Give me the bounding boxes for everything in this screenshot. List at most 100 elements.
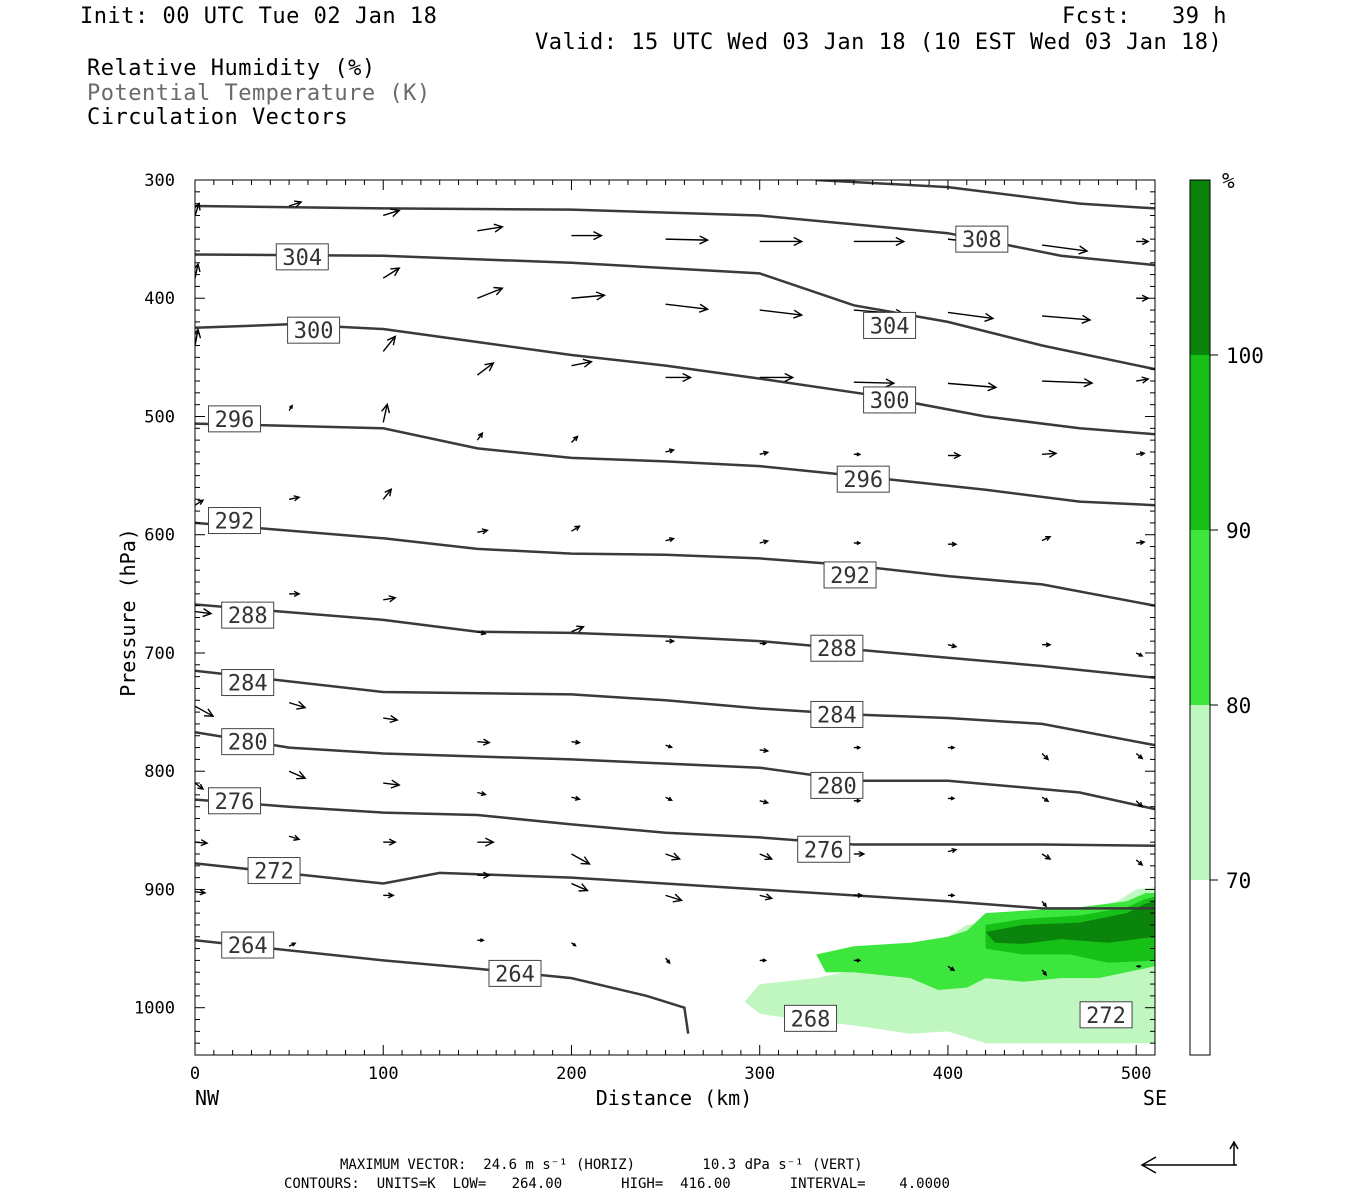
circulation-vector (476, 362, 495, 376)
circulation-vector (759, 372, 795, 383)
circulation-vector (947, 643, 958, 649)
circulation-vector (383, 208, 401, 218)
theta-label-text: 300 (294, 319, 334, 344)
circulation-vector (853, 540, 862, 546)
direction-label-left: NW (195, 1086, 220, 1110)
circulation-vector (1042, 642, 1052, 648)
theta-label-292: 292 (208, 507, 262, 535)
colorbar-segment (1190, 530, 1210, 705)
forecast-hour: Fcst: 39 h (1062, 4, 1227, 29)
circulation-vector (759, 309, 804, 319)
theta-label-text: 280 (817, 774, 857, 799)
circulation-vector (1041, 535, 1052, 542)
circulation-vector (477, 286, 504, 299)
circulation-vector (288, 834, 301, 841)
circulation-vector (476, 431, 484, 441)
circulation-vector (759, 539, 770, 545)
theta-label-text: 272 (1086, 1004, 1126, 1029)
theta-label-text: 276 (215, 790, 255, 815)
theta-label-296: 296 (208, 405, 262, 433)
theta-contour-280 (195, 669, 1155, 747)
circulation-vector (1041, 752, 1050, 761)
theta-contour-300 (195, 253, 1155, 371)
theta-label-288: 288 (810, 634, 864, 662)
circulation-vector (1042, 449, 1058, 458)
circulation-vector (195, 608, 213, 618)
direction-label-right: SE (1143, 1086, 1167, 1110)
circulation-vector (853, 958, 862, 963)
circulation-vector (571, 625, 585, 633)
colorbar-label: 90 (1226, 519, 1251, 543)
circulation-vector (759, 893, 774, 901)
circulation-vector (571, 230, 604, 241)
circulation-vector (759, 641, 768, 646)
circulation-vector (288, 404, 293, 411)
theta-contour-308 (816, 180, 1155, 210)
circulation-vector (195, 782, 205, 790)
theta-contour-268 (195, 862, 1155, 910)
circulation-vector (853, 378, 896, 388)
circulation-vector (477, 790, 487, 797)
y-tick-label: 400 (144, 289, 175, 309)
circulation-vector (195, 705, 215, 717)
circulation-vector (288, 200, 303, 208)
circulation-vector (382, 335, 397, 352)
circulation-vector (382, 267, 401, 279)
circulation-vector (1136, 964, 1142, 968)
circulation-vector (759, 450, 770, 456)
theta-label-text: 292 (830, 564, 870, 589)
circulation-vector (947, 965, 956, 972)
theta-label-text: 272 (254, 860, 294, 885)
circulation-vector (665, 448, 676, 454)
circulation-vector (383, 714, 399, 724)
circulation-vector (477, 528, 489, 535)
y-tick-label: 700 (144, 644, 175, 664)
colorbar-segment (1190, 180, 1210, 355)
theta-contour-276 (195, 730, 1155, 811)
x-tick-label: 0 (190, 1064, 200, 1084)
circulation-vector (1041, 900, 1048, 908)
circulation-vector (1041, 853, 1052, 860)
theta-label-284: 284 (221, 669, 275, 697)
colorbar-label: 100 (1226, 344, 1264, 368)
theta-label-text: 264 (228, 934, 268, 959)
circulation-vector (1135, 800, 1144, 808)
x-axis-label: Distance (km) (596, 1086, 753, 1110)
theta-contour-296 (195, 323, 1155, 436)
circulation-vector (571, 358, 594, 368)
theta-contour-264 (195, 939, 690, 1034)
y-tick-label: 300 (144, 171, 175, 191)
circulation-vector (195, 262, 201, 279)
theta-label-304: 304 (275, 243, 329, 271)
theta-label-text: 288 (228, 604, 268, 629)
circulation-vector (665, 303, 710, 313)
circulation-vector (947, 311, 995, 323)
theta-contour-284 (195, 603, 1155, 680)
circulation-vector (947, 382, 998, 392)
circulation-vector (1136, 237, 1150, 246)
circulation-vector (571, 853, 591, 865)
field-relative-humidity: Relative Humidity (%) (87, 56, 376, 81)
theta-label-284: 284 (810, 700, 864, 728)
max-vector-note: MAXIMUM VECTOR: 24.6 m s⁻¹ (HORIZ) 10.3 … (340, 1157, 863, 1173)
circulation-vector (1135, 752, 1144, 760)
circulation-vector (759, 747, 770, 754)
theta-label-292: 292 (823, 561, 877, 589)
theta-contour-304 (195, 204, 1155, 267)
x-tick-label: 200 (556, 1064, 587, 1084)
theta-label-text: 308 (962, 228, 1002, 253)
circulation-vector (288, 770, 307, 780)
circulation-vector (665, 536, 676, 543)
circulation-vector (195, 328, 202, 346)
reference-vector (1140, 1140, 1239, 1174)
contour-note: CONTOURS: UNITS=K LOW= 264.00 HIGH= 416.… (284, 1176, 950, 1192)
circulation-vector (571, 525, 581, 532)
circulation-vector (289, 590, 301, 597)
circulation-vector (288, 942, 297, 947)
circulation-vector (759, 236, 804, 247)
circulation-vector (853, 892, 864, 898)
rh-region-100 (985, 901, 1155, 944)
theta-label-300: 300 (863, 386, 917, 414)
theta-label-text: 284 (228, 672, 268, 697)
